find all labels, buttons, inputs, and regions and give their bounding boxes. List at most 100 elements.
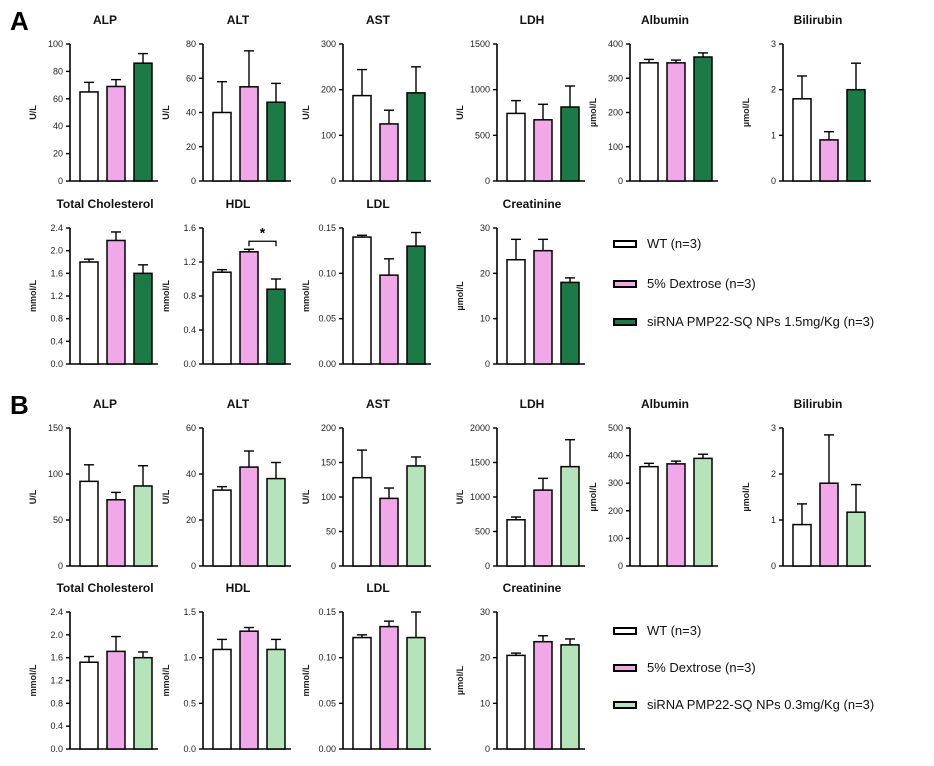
legend-a-item-sirna: siRNA PMP22-SQ NPs 1.5mg/Kg (n=3) bbox=[613, 314, 874, 329]
chart-a-hdl-bar-2 bbox=[266, 288, 286, 365]
chart-a-total-cholesterol-tick-label: 0.4 bbox=[50, 336, 63, 346]
chart-b-ast-bar-0 bbox=[352, 476, 372, 567]
chart-a-albumin-bar-2 bbox=[693, 56, 713, 182]
chart-a-total-cholesterol-tick-label: 1.6 bbox=[50, 268, 63, 278]
chart-a-ldl-bar-2 bbox=[406, 245, 426, 365]
chart-b-ldh-tick-label: 1500 bbox=[470, 458, 490, 468]
chart-b-creatinine-tick-label: 0 bbox=[485, 744, 490, 754]
chart-a-ldl-bar-0 bbox=[352, 236, 372, 365]
chart-b-creatinine-bar-2 bbox=[560, 644, 580, 750]
chart-b-albumin-tick-label: 500 bbox=[608, 423, 623, 433]
chart-b-hdl-bar-0 bbox=[212, 648, 232, 750]
chart-b-alt-bar-1 bbox=[239, 466, 259, 567]
chart-b-hdl-tick-label: 0.0 bbox=[183, 744, 196, 754]
chart-b-albumin-tick-label: 0 bbox=[618, 561, 623, 571]
chart-b-hdl-tick-label: 1.0 bbox=[183, 653, 196, 663]
chart-a-albumin-tick-label: 400 bbox=[608, 39, 623, 49]
chart-a-hdl-significance-bracket bbox=[248, 240, 277, 247]
chart-b-bilirubin-tick-label: 0 bbox=[771, 561, 776, 571]
chart-b-ldl-y-label: mmol/L bbox=[301, 664, 311, 697]
chart-b-ast-tick-label: 100 bbox=[321, 492, 336, 502]
chart-a-hdl-tick-label: 0.0 bbox=[183, 359, 196, 369]
chart-b-total-cholesterol-bar-1 bbox=[106, 650, 126, 750]
legend-b-item-dextrose: 5% Dextrose (n=3) bbox=[613, 660, 756, 675]
chart-b-ldh-title: LDH bbox=[520, 397, 545, 411]
chart-b-hdl-bar-2 bbox=[266, 648, 286, 750]
chart-a-alt-bar-0 bbox=[212, 111, 232, 182]
chart-a-total-cholesterol-bar-0 bbox=[79, 261, 99, 365]
chart-a-ldh-tick-label: 1000 bbox=[470, 85, 490, 95]
chart-b-total-cholesterol-title: Total Cholesterol bbox=[56, 581, 153, 595]
chart-a-hdl-significance-label: * bbox=[260, 224, 266, 240]
legend-b-label-dextrose: 5% Dextrose (n=3) bbox=[647, 660, 756, 675]
chart-a-alt-tick-label: 40 bbox=[186, 108, 196, 118]
chart-b-ldl-bar-0 bbox=[352, 636, 372, 750]
chart-b-total-cholesterol-tick-label: 1.2 bbox=[50, 676, 63, 686]
chart-a-ast-bar-0 bbox=[352, 94, 372, 182]
legend-b-item-wt: WT (n=3) bbox=[613, 623, 701, 638]
chart-a-total-cholesterol-tick-label: 1.2 bbox=[50, 291, 63, 301]
legend-a-swatch-sirna bbox=[613, 317, 637, 326]
chart-a-ast-tick-label: 200 bbox=[321, 85, 336, 95]
chart-a-alt-bar-2 bbox=[266, 101, 286, 182]
chart-a-creatinine-tick-label: 0 bbox=[485, 359, 490, 369]
chart-a-hdl-bar-0 bbox=[212, 271, 232, 365]
chart-b-bilirubin-bar-1 bbox=[819, 482, 839, 567]
legend-a-label-wt: WT (n=3) bbox=[647, 236, 702, 251]
chart-b-ast-bar-1 bbox=[379, 497, 399, 567]
chart-a-alp-title: ALP bbox=[93, 13, 117, 27]
chart-b-bilirubin-title: Bilirubin bbox=[794, 397, 843, 411]
chart-b-ast-tick-label: 150 bbox=[321, 458, 336, 468]
chart-a-creatinine-tick-label: 10 bbox=[480, 314, 490, 324]
chart-a-ldl-y-label: mmol/L bbox=[301, 280, 311, 313]
chart-a-ast-y-label: U/L bbox=[301, 105, 311, 120]
chart-a-hdl-title: HDL bbox=[226, 197, 251, 211]
chart-a-total-cholesterol-bar-1 bbox=[106, 239, 126, 365]
panel-a-label: A bbox=[10, 6, 29, 36]
chart-a-alp-tick-label: 100 bbox=[48, 39, 63, 49]
chart-b-albumin-tick-label: 200 bbox=[608, 506, 623, 516]
legend-a-item-wt: WT (n=3) bbox=[613, 236, 701, 251]
chart-a-albumin-bar-1 bbox=[666, 62, 686, 182]
chart-a-ast-tick-label: 0 bbox=[331, 176, 336, 186]
chart-a-bilirubin-tick-label: 3 bbox=[771, 39, 776, 49]
chart-a-alp-bar-0 bbox=[79, 91, 99, 182]
chart-b-creatinine-bar-1 bbox=[533, 640, 553, 750]
chart-a-alp-tick-label: 20 bbox=[53, 149, 63, 159]
chart-a-ldh-bar-2 bbox=[560, 106, 580, 182]
chart-a-ast-tick-label: 300 bbox=[321, 39, 336, 49]
chart-a-total-cholesterol-tick-label: 2.4 bbox=[50, 223, 63, 233]
chart-a-alt-tick-label: 80 bbox=[186, 39, 196, 49]
chart-b-ast-bar-2 bbox=[406, 465, 426, 567]
chart-b-creatinine-tick-label: 10 bbox=[480, 698, 490, 708]
chart-b-ldh-bar-2 bbox=[560, 465, 580, 567]
chart-b-alt-bar-0 bbox=[212, 489, 232, 567]
chart-b-ldh-tick-label: 500 bbox=[475, 527, 490, 537]
chart-b-ast-tick-label: 0 bbox=[331, 561, 336, 571]
chart-b-alp-tick-label: 150 bbox=[48, 423, 63, 433]
chart-a-ldh-bar-1 bbox=[533, 119, 553, 182]
legend-a-swatch-dextrose bbox=[613, 279, 637, 288]
chart-a-ldh-tick-label: 500 bbox=[475, 130, 490, 140]
chart-b-hdl-y-label: mmol/L bbox=[161, 664, 171, 697]
chart-a-albumin-y-label: µmol/L bbox=[588, 97, 598, 127]
chart-a-ldl-tick-label: 0.10 bbox=[318, 268, 336, 278]
chart-b-alt-tick-label: 60 bbox=[186, 423, 196, 433]
chart-a-hdl-tick-label: 1.6 bbox=[183, 223, 196, 233]
chart-b-ast-tick-label: 200 bbox=[321, 423, 336, 433]
chart-b-total-cholesterol-tick-label: 0.0 bbox=[50, 744, 63, 754]
chart-a-ldl-tick-label: 0.00 bbox=[318, 359, 336, 369]
chart-b-total-cholesterol-bar-0 bbox=[79, 661, 99, 750]
chart-b-creatinine-title: Creatinine bbox=[503, 581, 562, 595]
chart-b-alt-tick-label: 20 bbox=[186, 515, 196, 525]
legend-a-label-dextrose: 5% Dextrose (n=3) bbox=[647, 276, 756, 291]
chart-b-alp-title: ALP bbox=[93, 397, 117, 411]
chart-b-bilirubin-tick-label: 1 bbox=[771, 515, 776, 525]
chart-b-ldl-title: LDL bbox=[366, 581, 389, 595]
chart-a-ldh-y-label: U/L bbox=[455, 105, 465, 120]
chart-a-bilirubin-bar-0 bbox=[792, 98, 812, 182]
chart-a-alp-bar-2 bbox=[133, 62, 153, 182]
chart-a-ldh-title: LDH bbox=[520, 13, 545, 27]
chart-a-total-cholesterol-tick-label: 0.0 bbox=[50, 359, 63, 369]
chart-a-alt-y-label: U/L bbox=[161, 105, 171, 120]
